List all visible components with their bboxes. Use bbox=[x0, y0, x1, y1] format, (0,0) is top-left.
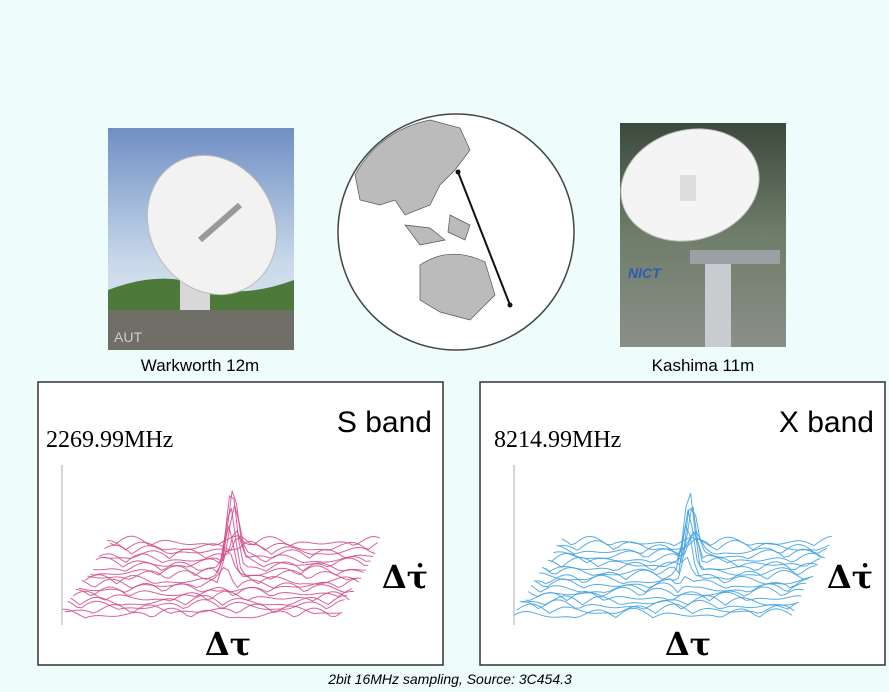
frequency-label: 2269.99MHz bbox=[46, 427, 173, 453]
globe bbox=[337, 113, 575, 351]
fringe-line bbox=[550, 508, 823, 564]
kashima-photo: NICT bbox=[620, 123, 786, 347]
fringe-line bbox=[519, 599, 797, 610]
x-band-panel: X band 8214.99MHz Δτ̇ Δτ bbox=[479, 381, 886, 666]
fringe-line bbox=[95, 490, 369, 568]
band-label: S band bbox=[337, 406, 432, 439]
fringe-line bbox=[522, 594, 800, 606]
fringe-line bbox=[556, 531, 828, 555]
frequency-label: 8214.99MHz bbox=[494, 427, 621, 453]
delay-label: Δτ bbox=[665, 625, 711, 663]
fringe-line bbox=[87, 524, 362, 581]
fringe-line bbox=[541, 509, 816, 576]
fringe-line bbox=[90, 508, 364, 577]
fringe-line bbox=[93, 495, 366, 572]
warkworth-photo: AUT bbox=[108, 128, 294, 350]
rate-label: Δτ̇ bbox=[382, 558, 428, 596]
fringe-line bbox=[70, 594, 348, 606]
s-band-panel: S band 2269.99MHz Δτ̇ Δτ bbox=[37, 381, 444, 666]
footer: 2bit 16MHz sampling, Source: 3C454.3 bbox=[327, 671, 572, 687]
delay-label: Δτ bbox=[205, 625, 251, 663]
fringe-line bbox=[78, 582, 355, 594]
fringe-line bbox=[73, 590, 350, 602]
fringe-line bbox=[76, 586, 353, 598]
fringe-line bbox=[81, 566, 357, 589]
logo: AUT bbox=[114, 329, 142, 345]
logo: NICT bbox=[628, 265, 662, 281]
fringe-line bbox=[530, 582, 807, 594]
fringe-line bbox=[539, 524, 814, 581]
caption: Warkworth 12m bbox=[141, 356, 259, 375]
fringe-line bbox=[513, 607, 793, 619]
fringe-line bbox=[547, 506, 821, 568]
fringe-line bbox=[64, 603, 343, 615]
fringe-line bbox=[67, 599, 345, 610]
fringe-line bbox=[61, 607, 341, 619]
band-label: X band bbox=[779, 406, 874, 439]
fringe-line bbox=[527, 586, 804, 597]
caption: Kashima 11m bbox=[652, 356, 755, 375]
rate-label: Δτ̇ bbox=[827, 558, 873, 596]
fringe-line bbox=[109, 535, 381, 547]
